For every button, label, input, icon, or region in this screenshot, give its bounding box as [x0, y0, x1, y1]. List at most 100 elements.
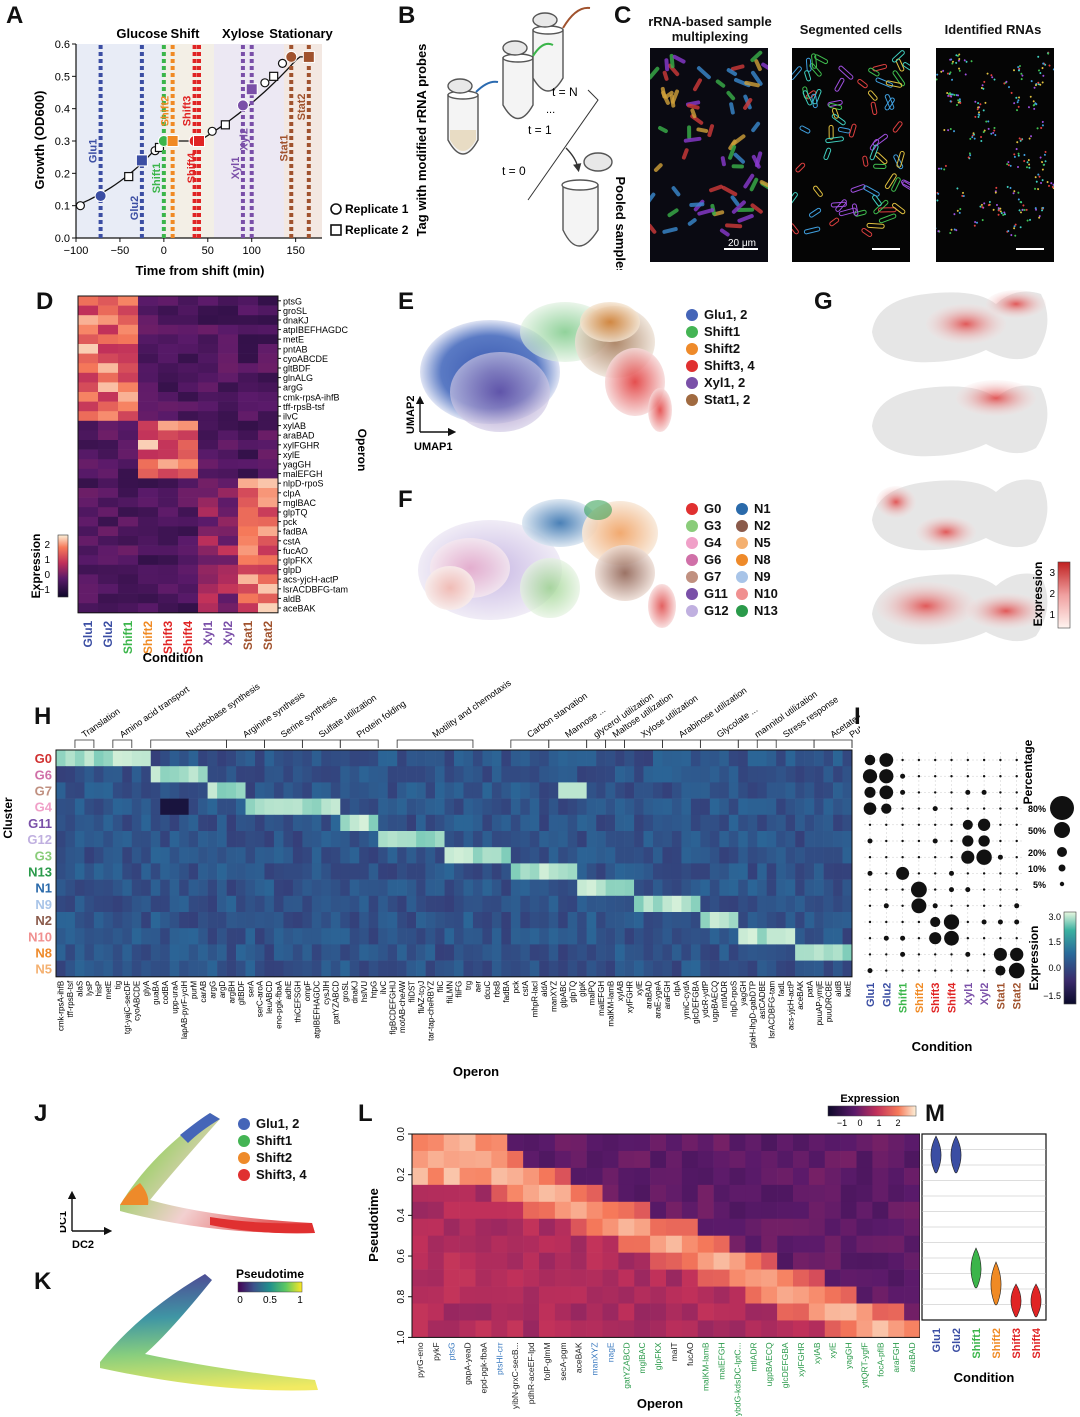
h-cell [406, 912, 417, 929]
h-cell [122, 847, 133, 864]
l-col-label: epd-pgk-fbaA [478, 1342, 488, 1393]
h-cell [785, 847, 796, 864]
i-cbar-tick-0: 0.0 [1048, 963, 1061, 973]
legend-dot-icon [736, 553, 748, 566]
h-category-label: Motility and chemotaxis [430, 678, 513, 740]
cell [709, 184, 724, 193]
l-cell [602, 1269, 619, 1287]
h-cell [397, 847, 407, 864]
h-cell [472, 847, 483, 864]
h-cell [776, 879, 786, 897]
h-cell [198, 814, 208, 832]
cell-outline [873, 163, 887, 169]
h-cell [255, 944, 265, 961]
l-cell [539, 1201, 556, 1220]
l-cell [570, 1235, 587, 1253]
h-col-label: fliFG [455, 981, 464, 998]
h-cell [719, 750, 730, 767]
l-col-label: ybdG-kdsDC-lptC... [732, 1342, 742, 1416]
h-cell [397, 863, 407, 880]
h-cell [378, 960, 388, 978]
h-cell [662, 944, 673, 961]
l-col-label: mtlADR [748, 1342, 758, 1371]
d-cell [118, 564, 138, 575]
d-row-label: araBAD [283, 431, 315, 441]
l-cell [808, 1320, 826, 1338]
h-cell [169, 847, 180, 864]
legend-label: N2 [754, 518, 771, 533]
h-cell [188, 782, 199, 799]
l-col-label: yttQRT-ygfF [859, 1342, 869, 1388]
h-cell [330, 766, 341, 783]
h-cell [529, 895, 540, 913]
h-cell [425, 831, 436, 848]
h-cell [671, 831, 682, 848]
h-cell [444, 928, 455, 945]
d-cell [118, 478, 138, 489]
d-row-label: aldB [283, 594, 301, 604]
l-cell [872, 1320, 889, 1338]
h-cell [255, 782, 265, 799]
i-dot [885, 969, 888, 972]
panel-c-title-1: rRNA-based sample multiplexing [648, 14, 772, 44]
cell [733, 152, 745, 164]
h-cell [785, 928, 796, 945]
i-dot [901, 904, 904, 907]
l-cell [745, 1134, 762, 1152]
d-cell [218, 488, 238, 498]
cell-outline [892, 121, 903, 133]
rna-spot [957, 94, 960, 97]
h-cell [65, 766, 76, 783]
h-cell [179, 863, 189, 880]
i-col-label: Xyl2 [979, 983, 991, 1006]
h-cell [103, 814, 114, 832]
dc2-label: DC2 [72, 1239, 94, 1251]
h-cell [520, 944, 531, 961]
h-cell [719, 814, 730, 832]
h-cell [643, 895, 654, 913]
cell-outline [814, 54, 829, 65]
l-cell [793, 1269, 810, 1287]
l-cell [427, 1201, 445, 1220]
h-cell [510, 895, 521, 913]
rna-spot [1048, 64, 1051, 67]
h-cell [671, 814, 682, 832]
h-cell [131, 863, 142, 880]
d-cell [238, 440, 258, 450]
legend-dot-icon [686, 587, 698, 600]
l-cell [761, 1303, 778, 1321]
h-cell [435, 766, 445, 783]
h-cell [416, 766, 426, 783]
h-cell [596, 863, 606, 880]
l-cell [856, 1252, 873, 1270]
h-cell [255, 960, 265, 978]
rna-spot [1021, 208, 1024, 211]
rna-spot [940, 70, 943, 73]
i-dot [885, 920, 888, 924]
h-cell [472, 944, 483, 961]
l-cell [570, 1134, 587, 1152]
d-cell [258, 420, 278, 431]
h-cell [501, 782, 512, 799]
h-col-label: acs-yjcH-actP [786, 981, 795, 1030]
h-cell [84, 750, 95, 767]
h-cell [662, 798, 673, 816]
h-cell [520, 928, 531, 945]
h-cell [444, 847, 455, 864]
h-cell [719, 798, 730, 816]
i-dot [962, 819, 973, 830]
d-cell [98, 526, 118, 537]
h-cell [359, 766, 370, 783]
h-cell [596, 814, 606, 832]
cell-outline [803, 226, 821, 235]
h-cell [273, 782, 284, 799]
d-cell [138, 411, 158, 422]
cell [696, 127, 709, 133]
d-cell [98, 411, 118, 422]
rna-spot [980, 203, 983, 206]
l-cell [459, 1286, 476, 1304]
m-col-label: Shift1 [971, 1328, 983, 1359]
h-cell [406, 960, 417, 978]
h-cell [330, 814, 341, 832]
